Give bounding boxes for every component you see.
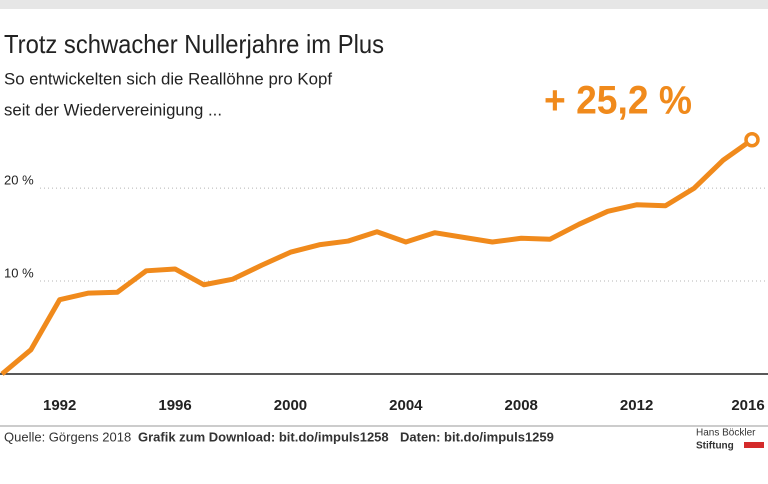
x-tick-label: 1996	[158, 397, 191, 414]
end-marker	[744, 131, 760, 148]
y-tick-label: 10 %	[4, 265, 34, 280]
x-tick-label: 2004	[389, 397, 423, 414]
footer-download: Grafik zum Download: bit.do/impuls1258	[138, 429, 389, 444]
logo: Hans Böckler	[696, 428, 756, 439]
footer-data: Daten: bit.do/impuls1259	[400, 429, 554, 444]
line	[0, 137, 754, 376]
annotation: + 25,2 %	[544, 79, 692, 123]
x-tick-label: 2008	[505, 397, 538, 414]
x-tick-label: 2016	[731, 397, 764, 414]
logo-mark	[744, 442, 764, 448]
x-tick-label: 1992	[43, 397, 76, 414]
subtitle: So entwickelten sich die Reallöhne pro K…	[4, 69, 332, 88]
top-band	[0, 0, 768, 9]
subtitle: seit der Wiedervereinigung ...	[4, 100, 222, 119]
x-tick-label: 2012	[620, 397, 653, 414]
y-tick-label: 20 %	[4, 173, 34, 188]
chart-title: Trotz schwacher Nullerjahre im Plus	[4, 29, 384, 59]
footer-source: Quelle: Görgens 2018	[4, 429, 131, 444]
x-tick-label: 2000	[274, 397, 307, 414]
logo: Stiftung	[696, 441, 734, 452]
